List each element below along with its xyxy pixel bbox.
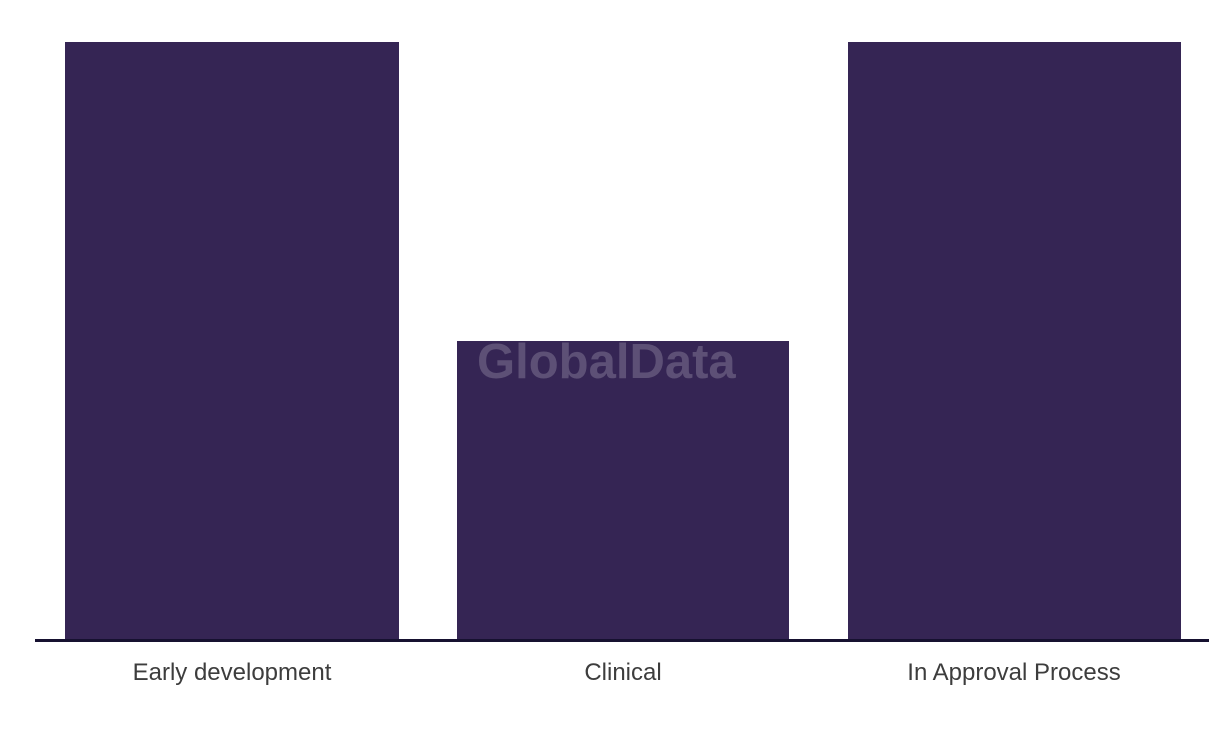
- category-label-in-approval-process: In Approval Process: [907, 659, 1121, 686]
- category-label-clinical: Clinical: [584, 659, 662, 686]
- x-axis-line: [35, 639, 1209, 642]
- bar-clinical: [457, 341, 789, 640]
- bar-in-approval-process: [848, 42, 1181, 640]
- category-label-early-development: Early development: [132, 659, 332, 686]
- bar-early-development: [65, 42, 399, 640]
